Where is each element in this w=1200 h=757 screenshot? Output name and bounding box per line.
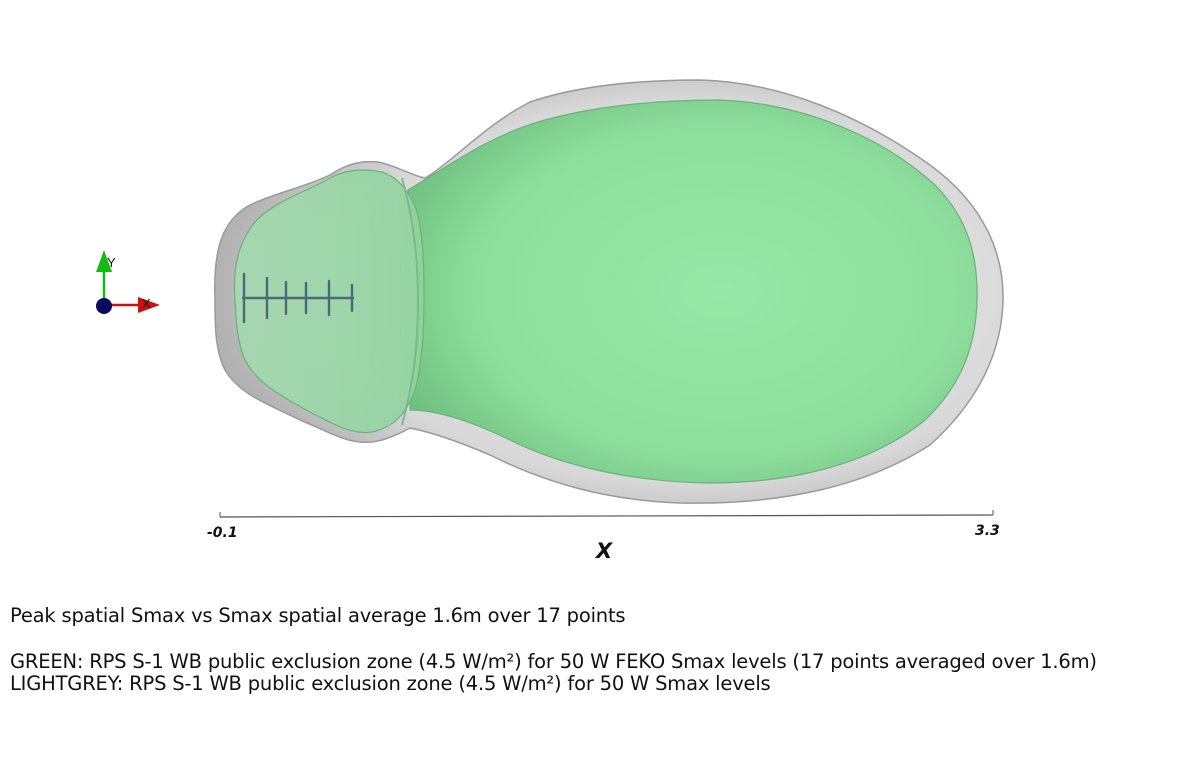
x-axis-title: X bbox=[594, 539, 614, 563]
render-viewport: X Y -0.1 3.3 X bbox=[96, 79, 1004, 563]
x-axis-tick-max: 3.3 bbox=[975, 523, 1000, 539]
green-exclusion-surface bbox=[233, 99, 978, 484]
triad-y-arrowhead bbox=[96, 250, 112, 272]
triad-z-axis bbox=[96, 298, 112, 314]
triad-x-arrowhead bbox=[138, 297, 160, 313]
caption-lightgrey-legend: LIGHTGREY: RPS S-1 WB public exclusion z… bbox=[10, 672, 771, 695]
x-axis-tick-min: -0.1 bbox=[207, 525, 238, 541]
x-axis: -0.1 3.3 X bbox=[207, 510, 1000, 563]
x-axis-line bbox=[219, 514, 994, 518]
caption-title: Peak spatial Smax vs Smax spatial averag… bbox=[10, 604, 626, 627]
antenna-model bbox=[241, 272, 355, 324]
orientation-triad: X Y bbox=[96, 250, 160, 314]
triad-x-label: X bbox=[142, 296, 151, 311]
triad-y-label: Y bbox=[107, 255, 116, 270]
caption-green-legend: GREEN: RPS S-1 WB public exclusion zone … bbox=[10, 650, 1097, 673]
